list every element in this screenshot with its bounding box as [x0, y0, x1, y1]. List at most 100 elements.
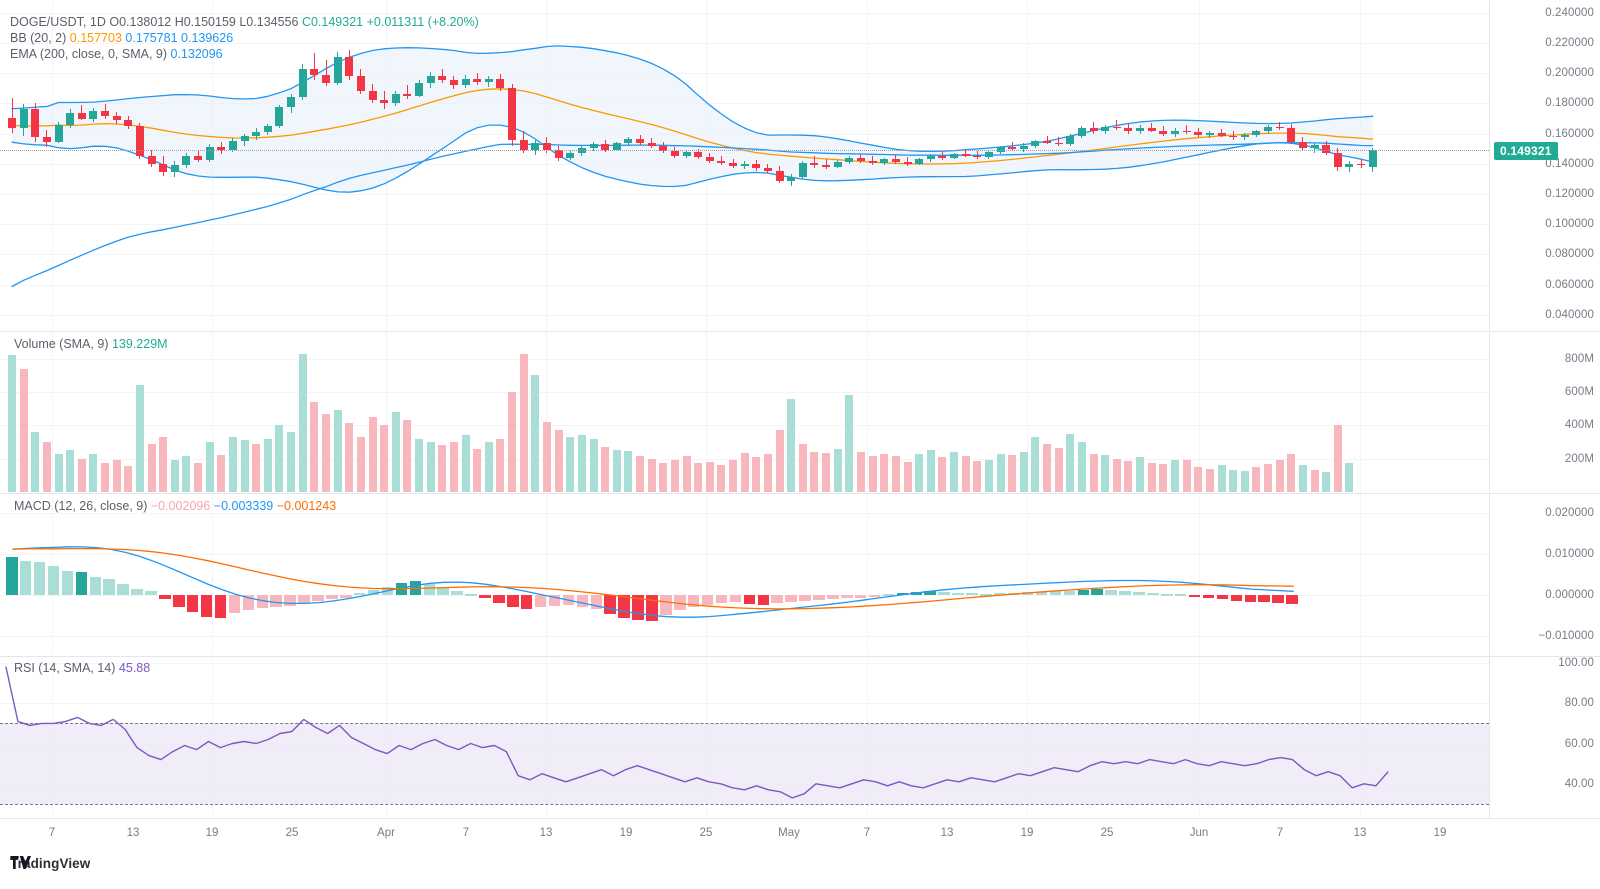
volume-bar[interactable] [1008, 454, 1017, 492]
macd-histogram-bar[interactable] [646, 595, 658, 621]
volume-bar[interactable] [659, 462, 668, 492]
candlestick[interactable] [891, 0, 900, 330]
candlestick[interactable] [798, 0, 807, 330]
candlestick[interactable] [1182, 0, 1191, 330]
candlestick[interactable] [1205, 0, 1214, 330]
volume-bar[interactable] [426, 442, 435, 492]
macd-histogram-bar[interactable] [145, 591, 157, 596]
macd-histogram-bar[interactable] [729, 595, 742, 603]
volume-bar[interactable] [973, 461, 982, 492]
volume-bar[interactable] [775, 430, 784, 492]
candlestick[interactable] [1275, 0, 1284, 330]
volume-bar[interactable] [531, 375, 540, 492]
candlestick[interactable] [1229, 0, 1238, 330]
candlestick[interactable] [66, 0, 75, 330]
macd-histogram-bar[interactable] [493, 595, 505, 604]
candlestick[interactable] [310, 0, 319, 330]
macd-histogram-bar[interactable] [507, 595, 519, 608]
volume-bar[interactable] [717, 464, 726, 492]
candlestick[interactable] [1357, 0, 1366, 330]
candlestick[interactable] [124, 0, 133, 330]
volume-bar[interactable] [984, 460, 993, 492]
candlestick[interactable] [915, 0, 924, 330]
candlestick[interactable] [112, 0, 121, 330]
candlestick[interactable] [682, 0, 691, 330]
macd-histogram-bar[interactable] [1272, 595, 1284, 604]
macd-histogram-bar[interactable] [270, 595, 282, 608]
volume-bar[interactable] [1066, 433, 1075, 492]
volume-bar[interactable] [589, 438, 598, 492]
candlestick[interactable] [101, 0, 110, 330]
candlestick[interactable] [566, 0, 575, 330]
macd-histogram-bar[interactable] [214, 595, 227, 619]
candlestick[interactable] [170, 0, 179, 330]
candlestick[interactable] [705, 0, 714, 330]
candlestick[interactable] [403, 0, 412, 330]
volume-bar[interactable] [752, 457, 761, 492]
volume-bar[interactable] [438, 445, 447, 492]
macd-histogram-bar[interactable] [103, 578, 115, 596]
candlestick[interactable] [42, 0, 51, 330]
volume-bar[interactable] [473, 448, 482, 492]
candlestick[interactable] [1112, 0, 1121, 330]
macd-histogram-bar[interactable] [423, 583, 435, 596]
macd-histogram-bar[interactable] [576, 595, 589, 607]
volume-bar[interactable] [147, 443, 156, 492]
candlestick[interactable] [659, 0, 668, 330]
volume-bar[interactable] [135, 385, 144, 492]
price-pane[interactable] [0, 0, 1489, 330]
volume-bar[interactable] [1043, 443, 1052, 492]
candlestick[interactable] [554, 0, 563, 330]
candlestick[interactable] [77, 0, 86, 330]
candlestick[interactable] [449, 0, 458, 330]
candlestick[interactable] [484, 0, 493, 330]
candlestick[interactable] [612, 0, 621, 330]
volume-bar[interactable] [54, 453, 63, 492]
macd-histogram-bar[interactable] [882, 594, 895, 597]
candlestick[interactable] [1322, 0, 1331, 330]
volume-bar[interactable] [647, 458, 656, 492]
candlestick[interactable] [228, 0, 237, 330]
candlestick[interactable] [1240, 0, 1249, 330]
volume-bar[interactable] [217, 455, 226, 492]
macd-histogram-bar[interactable] [604, 595, 616, 615]
volume-bar[interactable] [763, 453, 772, 492]
volume-bar[interactable] [356, 437, 365, 492]
volume-bar[interactable] [194, 462, 203, 492]
volume-bar[interactable] [1252, 467, 1261, 492]
volume-bar[interactable] [89, 453, 98, 492]
volume-bar[interactable] [508, 392, 517, 492]
macd-histogram-bar[interactable] [340, 595, 352, 598]
candlestick[interactable] [1077, 0, 1086, 330]
volume-bar[interactable] [845, 395, 854, 492]
candlestick[interactable] [856, 0, 865, 330]
volume-bar[interactable] [228, 437, 237, 492]
candlestick[interactable] [1333, 0, 1342, 330]
macd-histogram-bar[interactable] [33, 562, 46, 596]
candlestick[interactable] [775, 0, 784, 330]
candlestick[interactable] [1089, 0, 1098, 330]
volume-bar[interactable] [1147, 462, 1156, 492]
macd-histogram-bar[interactable] [520, 595, 533, 610]
volume-bar[interactable] [822, 452, 831, 492]
volume-bar[interactable] [1205, 468, 1214, 492]
candlestick[interactable] [961, 0, 970, 330]
macd-histogram-bar[interactable] [1021, 592, 1034, 596]
macd-histogram-bar[interactable] [1216, 595, 1229, 600]
candlestick[interactable] [752, 0, 761, 330]
volume-bar[interactable] [694, 462, 703, 492]
candlestick[interactable] [473, 0, 482, 330]
time-axis[interactable]: 7 13 19 25 Apr 7 13 19 25 May 7 13 19 25 Jun 7 13 19 [0, 818, 1600, 847]
macd-histogram-bar[interactable] [437, 587, 449, 596]
macd-histogram-bar[interactable] [6, 557, 18, 596]
macd-histogram-bar[interactable] [1188, 595, 1201, 598]
macd-histogram-bar[interactable] [1063, 591, 1076, 596]
macd-axis[interactable]: 0.020000 0.010000 0.000000 −0.010000 [1489, 494, 1600, 655]
candlestick[interactable] [636, 0, 645, 330]
candlestick[interactable] [438, 0, 447, 330]
tradingview-logo[interactable]: TradingView [10, 856, 90, 871]
candlestick[interactable] [1368, 0, 1377, 330]
volume-bar[interactable] [1077, 442, 1086, 492]
macd-histogram-bar[interactable] [1174, 593, 1187, 596]
candlestick[interactable] [601, 0, 610, 330]
